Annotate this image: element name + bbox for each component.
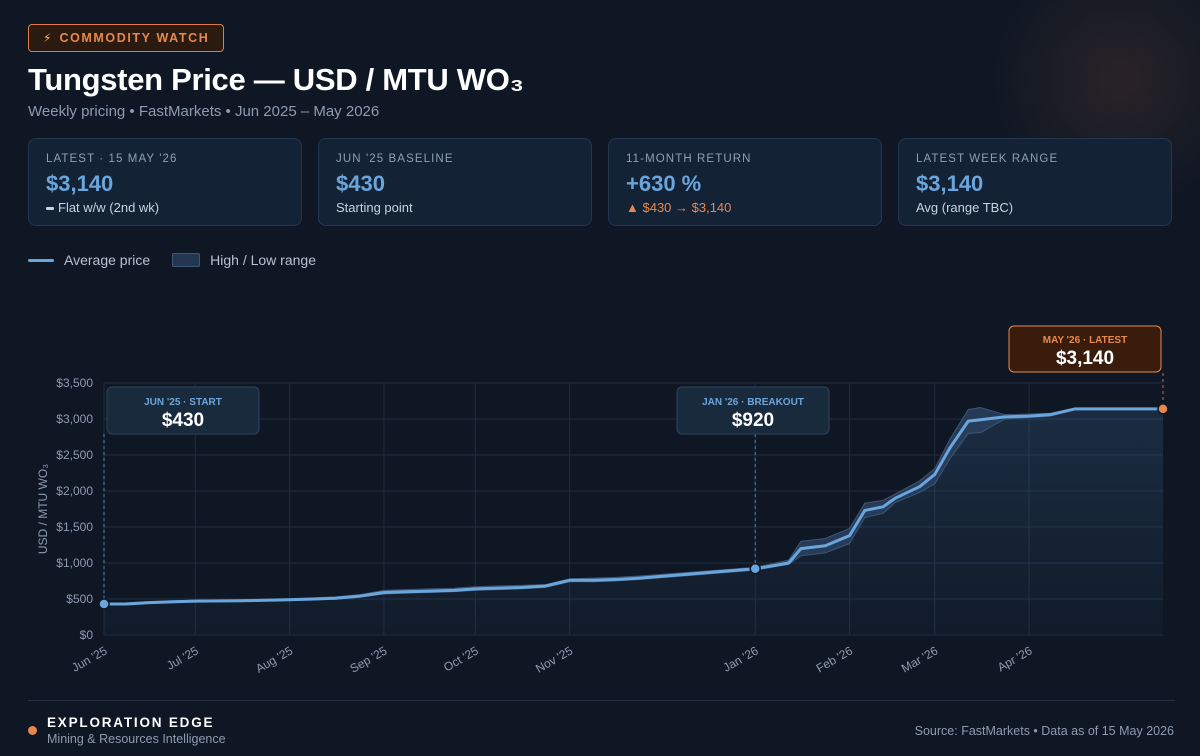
- badge-label: COMMODITY WATCH: [59, 31, 210, 45]
- stat-card-sub: Avg (range TBC): [916, 200, 1014, 215]
- y-tick-label: $2,500: [56, 448, 93, 462]
- y-tick-label: $1,500: [56, 520, 93, 534]
- chart-legend: Average price High / Low range: [28, 250, 316, 270]
- x-tick-label: Jul '25: [164, 643, 201, 672]
- latest-point-marker: [1157, 403, 1169, 415]
- callout-label: JAN '26 · BREAKOUT: [702, 397, 804, 408]
- callout-label: JUN '25 · START: [144, 397, 222, 408]
- brand-dot-icon: [28, 726, 37, 735]
- callout-value: $920: [732, 410, 774, 431]
- callout-value: $3,140: [1056, 348, 1114, 369]
- stat-card-latest: LATEST · 15 MAY '26 $3,140 Flat w/w (2nd…: [28, 138, 302, 226]
- stat-card-sub: Starting point: [336, 200, 413, 215]
- x-tick-label: Jan '26: [721, 643, 761, 674]
- stat-card-value: $430: [336, 171, 385, 196]
- legend-band-swatch: [172, 253, 201, 267]
- x-tick-label: Jun '25: [69, 643, 109, 674]
- latest-callout: MAY '26 · LATEST $3,140: [1008, 325, 1162, 373]
- legend-line-label: Average price: [64, 252, 151, 268]
- y-tick-label: $3,000: [56, 412, 93, 426]
- page-subtitle: Weekly pricing • FastMarkets • Jun 2025 …: [28, 103, 380, 120]
- stat-cards: LATEST · 15 MAY '26 $3,140 Flat w/w (2nd…: [28, 138, 1175, 228]
- breakout-callout: JAN '26 · BREAKOUT $920: [676, 386, 830, 435]
- average-price-line: [102, 407, 1165, 606]
- y-tick-label: $2,000: [56, 484, 93, 498]
- x-tick-label: Mar '26: [899, 643, 941, 675]
- legend-line-swatch: [28, 258, 54, 262]
- stat-card-value: $3,140: [916, 171, 984, 196]
- start-point-marker: [98, 598, 110, 610]
- x-tick-label: Feb '26: [814, 643, 856, 675]
- price-chart: $0 $500 $1,000 $1,500 $2,000 $2,500 $3,000 $3,5…: [36, 325, 1169, 676]
- stat-card-sub: ▲ $430 → $3,140: [626, 200, 732, 215]
- stat-card-label: LATEST · 15 MAY '26: [46, 153, 178, 165]
- stat-card-range: LATEST WEEK RANGE $3,140 Avg (range TBC): [898, 138, 1172, 226]
- callout-label: MAY '26 · LATEST: [1043, 335, 1127, 346]
- flat-dash-icon: [46, 207, 54, 211]
- x-tick-label: Aug '25: [253, 643, 295, 675]
- stat-card-value: +630 %: [626, 171, 702, 196]
- x-tick-label: Oct '25: [441, 643, 481, 674]
- source-note: Source: FastMarkets • Data as of 15 May …: [914, 724, 1174, 738]
- stat-card-baseline: JUN '25 BASELINE $430 Starting point: [318, 138, 592, 226]
- stat-card-label: 11-MONTH RETURN: [626, 153, 752, 165]
- footer-divider: [28, 700, 1175, 701]
- callout-box: [1008, 325, 1162, 373]
- brand-name: EXPLORATION EDGE: [47, 715, 215, 730]
- stat-card-sub: Flat w/w (2nd wk): [46, 200, 284, 215]
- category-badge: ⚡ COMMODITY WATCH: [28, 24, 225, 52]
- stat-card-return: 11-MONTH RETURN +630 % ▲ $430 → $3,140: [608, 138, 882, 226]
- callout-box: [106, 386, 260, 435]
- callout-value: $430: [162, 410, 204, 431]
- average-area: [104, 408, 1163, 635]
- y-tick-label: $0: [80, 628, 94, 642]
- x-tick-label: Apr '26: [995, 643, 1035, 674]
- callout-box: [676, 386, 830, 435]
- stat-card-value: $3,140: [46, 171, 114, 196]
- stat-card-label: JUN '25 BASELINE: [336, 153, 454, 165]
- start-callout: JUN '25 · START $430: [106, 386, 260, 435]
- breakout-point-marker: [749, 563, 761, 575]
- stat-card-label: LATEST WEEK RANGE: [916, 153, 1059, 165]
- y-tick-label: $500: [66, 592, 93, 606]
- y-axis-label: USD / MTU WO₃: [36, 464, 50, 554]
- x-tick-label: Nov '25: [533, 643, 575, 675]
- y-tick-label: $1,000: [56, 556, 93, 570]
- x-tick-label: Sep '25: [348, 643, 390, 675]
- brand-tagline: Mining & Resources Intelligence: [47, 732, 226, 746]
- bolt-icon: ⚡: [43, 31, 52, 45]
- page-title: Tungsten Price — USD / MTU WO₃: [28, 62, 524, 97]
- stat-card-sub-text: Flat w/w (2nd wk): [58, 200, 160, 215]
- legend-band-label: High / Low range: [210, 252, 316, 268]
- y-tick-label: $3,500: [56, 376, 93, 390]
